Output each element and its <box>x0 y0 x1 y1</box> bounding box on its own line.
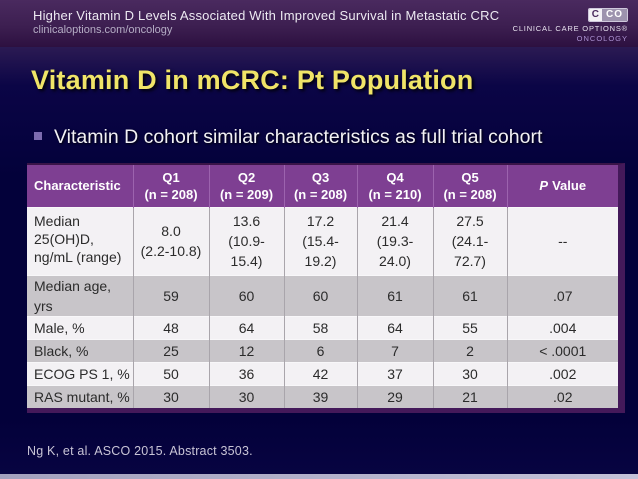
table-cell: 37 <box>356 361 433 385</box>
column-header-q3: Q3 (n = 208) <box>283 165 357 207</box>
table-cell: 21.4 (19.3- 24.0) <box>356 206 433 275</box>
q4-n: (n = 210) <box>368 186 422 202</box>
table-cell-pvalue: .004 <box>506 315 618 339</box>
table-cell: 8.0 (2.2-10.8) <box>132 206 209 275</box>
column-header-characteristic: Characteristic <box>27 165 133 207</box>
table-cell: 64 <box>208 315 284 339</box>
table-cell: 12 <box>208 338 284 362</box>
table-cell: 13.6 (10.9- 15.4) <box>208 206 284 275</box>
row-label: RAS mutant, % <box>27 384 133 408</box>
table-cell: 30 <box>132 384 209 408</box>
q3-label: Q3 <box>311 169 330 185</box>
table-cell: 17.2 (15.4- 19.2) <box>283 206 357 275</box>
table-cell: 29 <box>356 384 433 408</box>
table-row-black: Black, % 25 12 6 7 2 < .0001 <box>27 338 618 362</box>
table-cell: 36 <box>208 361 284 385</box>
row-label: Median 25(OH)D, ng/mL (range) <box>27 206 133 275</box>
table-cell-pvalue: .002 <box>506 361 618 385</box>
site-url: clinicaloptions.com/oncology <box>33 24 173 36</box>
table-cell: 58 <box>283 315 357 339</box>
column-header-q4: Q4 (n = 210) <box>356 165 433 207</box>
table-cell: 27.5 (24.1- 72.7) <box>432 206 507 275</box>
q5-label: Q5 <box>461 169 479 185</box>
row-label: Median age, yrs <box>27 274 133 316</box>
column-header-q5: Q5 (n = 208) <box>432 165 507 207</box>
table-cell: 42 <box>283 361 357 385</box>
q1-n: (n = 208) <box>144 186 198 202</box>
bottom-accent-strip <box>0 474 638 479</box>
bullet-square-icon <box>34 132 42 140</box>
table-row-age: Median age, yrs 59 60 60 61 61 .07 <box>27 274 618 316</box>
table-cell-pvalue: < .0001 <box>506 338 618 362</box>
slide-body: Vitamin D in mCRC: Pt Population Vitamin… <box>0 47 638 479</box>
logo-name: CLINICAL CARE OPTIONS® <box>512 24 628 33</box>
table-cell-pvalue: -- <box>506 206 618 275</box>
pt-population-table-wrap: Characteristic Q1 (n = 208) Q2 (n = 209)… <box>27 163 625 413</box>
top-header-bar: Higher Vitamin D Levels Associated With … <box>0 0 638 47</box>
deck-info: Higher Vitamin D Levels Associated With … <box>0 0 499 37</box>
table-row-male: Male, % 48 64 58 64 55 .004 <box>27 315 618 339</box>
table-cell: 6 <box>283 338 357 362</box>
column-header-pvalue: P Value <box>506 165 618 207</box>
table-cell: 60 <box>208 274 284 316</box>
table-cell: 61 <box>432 274 507 316</box>
table-cell: 39 <box>283 384 357 408</box>
table-row-ras: RAS mutant, % 30 30 39 29 21 .02 <box>27 384 618 408</box>
table-cell: 7 <box>356 338 433 362</box>
bullet-item: Vitamin D cohort similar characteristics… <box>34 125 542 149</box>
table-cell: 60 <box>283 274 357 316</box>
table-cell: 59 <box>132 274 209 316</box>
column-header-q2: Q2 (n = 209) <box>208 165 284 207</box>
table-row-vitd: Median 25(OH)D, ng/mL (range) 8.0 (2.2-1… <box>27 206 618 275</box>
table-cell: 21 <box>432 384 507 408</box>
q2-n: (n = 209) <box>219 186 274 202</box>
table-cell: 50 <box>132 361 209 385</box>
slide-title: Vitamin D in mCRC: Pt Population <box>31 65 474 95</box>
q3-n: (n = 208) <box>293 186 348 202</box>
table-cell: 25 <box>132 338 209 362</box>
row-label: Male, % <box>27 315 133 339</box>
table-cell-pvalue: .02 <box>506 384 618 408</box>
table-cell: 55 <box>432 315 507 339</box>
table-cell: 2 <box>432 338 507 362</box>
logo-badge-co: CO <box>602 9 627 21</box>
citation: Ng K, et al. ASCO 2015. Abstract 3503. <box>27 444 253 458</box>
table-cell: 48 <box>132 315 209 339</box>
table-cell: 30 <box>208 384 284 408</box>
row-label: ECOG PS 1, % <box>27 361 133 385</box>
q1-label: Q1 <box>162 169 180 185</box>
deck-title: Higher Vitamin D Levels Associated With … <box>33 8 500 23</box>
logo-division: ONCOLOGY <box>576 34 628 43</box>
q2-label: Q2 <box>237 169 256 185</box>
table-header-row: Characteristic Q1 (n = 208) Q2 (n = 209)… <box>27 165 618 207</box>
table-cell-pvalue: .07 <box>506 274 618 316</box>
table-row-ecog: ECOG PS 1, % 50 36 42 37 30 .002 <box>27 361 618 385</box>
table-cell: 61 <box>356 274 433 316</box>
cco-logo-icon: C CO <box>587 8 628 22</box>
cco-logo: C CO CLINICAL CARE OPTIONS® ONCOLOGY <box>513 0 638 43</box>
bullet-text: Vitamin D cohort similar characteristics… <box>54 126 543 148</box>
pt-population-table: Characteristic Q1 (n = 208) Q2 (n = 209)… <box>27 165 618 408</box>
q5-n: (n = 208) <box>443 186 497 202</box>
logo-badge-c: C <box>588 9 602 21</box>
q4-label: Q4 <box>386 169 404 185</box>
table-cell: 64 <box>356 315 433 339</box>
row-label: Black, % <box>27 338 133 362</box>
p-italic: P <box>539 178 549 194</box>
column-header-q1: Q1 (n = 208) <box>132 165 209 207</box>
p-rest: Value <box>552 178 587 194</box>
table-cell: 30 <box>432 361 507 385</box>
